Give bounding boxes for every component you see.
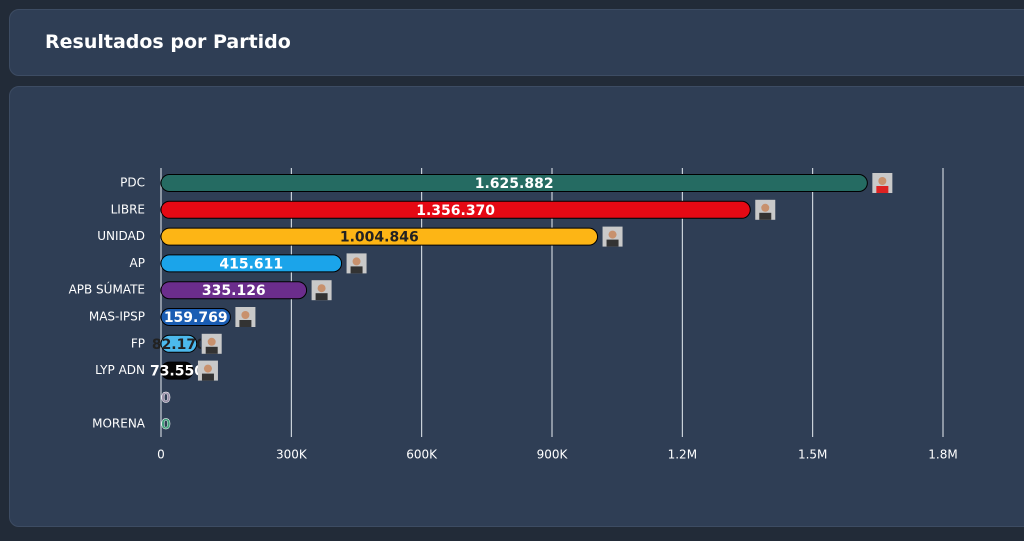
candidate-body [350, 266, 363, 274]
value-label: 0 [161, 417, 171, 433]
header-card [9, 9, 1024, 76]
bar [160, 174, 868, 192]
bar [160, 281, 308, 300]
value-label: 0 [161, 390, 171, 406]
category-label: MAS-IPSP [89, 310, 145, 324]
value-label: 1.356.370 [416, 203, 495, 219]
candidate-face [608, 230, 617, 239]
candidate-body [315, 293, 328, 301]
candidate-face [207, 337, 216, 346]
value-label: 82.170 [152, 337, 206, 353]
category-label: LYP ADN [95, 363, 145, 377]
bar [160, 334, 198, 353]
x-tick-label: 1.2M [668, 448, 697, 462]
value-label: 415.611 [219, 256, 283, 272]
category-label: LIBRE [111, 202, 145, 216]
category-label: MORENA [92, 417, 146, 431]
x-tick-label: 0 [157, 448, 165, 462]
candidate-face [878, 177, 887, 185]
candidate-body [759, 212, 772, 220]
bar [160, 227, 599, 246]
bar [160, 308, 231, 326]
candidate-face [241, 311, 250, 319]
category-label: FP [131, 336, 145, 350]
candidate-face [761, 203, 770, 212]
value-label: 1.625.882 [475, 176, 554, 192]
category-label: AP [130, 256, 145, 270]
bar [160, 200, 751, 219]
candidate-body [876, 186, 889, 193]
x-tick-label: 900K [537, 448, 569, 462]
x-tick-label: 1.5M [798, 448, 827, 462]
value-label: 335.126 [202, 283, 266, 299]
candidate-face [352, 257, 361, 266]
candidate-body [239, 320, 252, 327]
x-tick-label: 600K [406, 448, 438, 462]
candidate-body [606, 239, 619, 247]
candidate-body [201, 373, 214, 381]
chart-card [9, 86, 1024, 527]
candidate-face [203, 364, 212, 373]
value-label: 73.550 [150, 364, 204, 380]
x-tick-label: 1.8M [928, 448, 957, 462]
title: Resultados por Partido [45, 31, 291, 53]
category-label: PDC [120, 176, 145, 190]
bar [160, 361, 194, 380]
x-tick-label: 300K [276, 448, 308, 462]
category-label: APB SÚMATE [69, 282, 145, 297]
value-label: 159.769 [164, 310, 228, 326]
value-label: 1.004.846 [340, 230, 419, 246]
candidate-body [205, 346, 218, 354]
category-label: UNIDAD [97, 229, 145, 243]
candidate-face [317, 284, 326, 293]
bar [160, 254, 343, 273]
